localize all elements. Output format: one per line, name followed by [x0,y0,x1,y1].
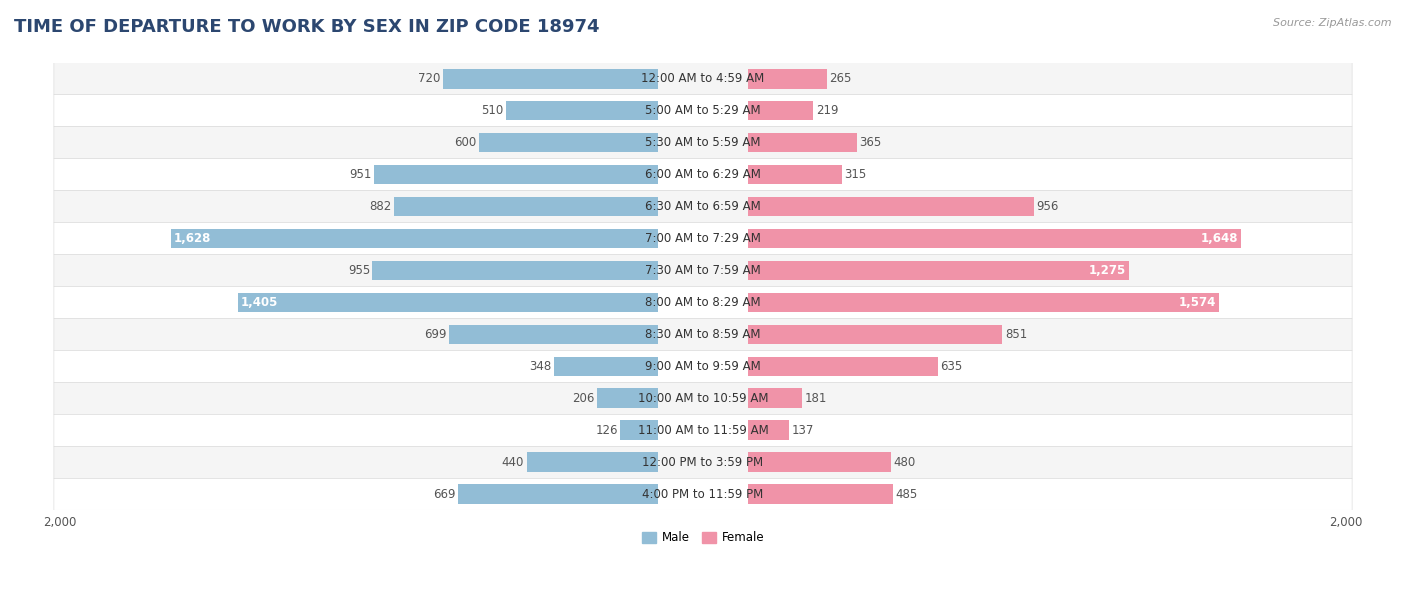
Bar [748,389,801,408]
FancyBboxPatch shape [53,62,1353,95]
Text: 699: 699 [425,328,447,341]
FancyBboxPatch shape [53,255,1353,286]
Text: 951: 951 [349,168,371,181]
Text: 510: 510 [481,104,503,117]
Bar [449,324,658,345]
Text: 8:00 AM to 8:29 AM: 8:00 AM to 8:29 AM [645,296,761,309]
FancyBboxPatch shape [53,478,1353,511]
Bar [172,228,658,248]
Text: 11:00 AM to 11:59 AM: 11:00 AM to 11:59 AM [638,424,768,437]
Bar [443,68,658,89]
FancyBboxPatch shape [53,95,1353,127]
FancyBboxPatch shape [53,190,1353,223]
Text: 6:30 AM to 6:59 AM: 6:30 AM to 6:59 AM [645,200,761,213]
Text: 12:00 AM to 4:59 AM: 12:00 AM to 4:59 AM [641,72,765,85]
Bar [458,484,658,504]
FancyBboxPatch shape [53,383,1353,414]
Bar [506,101,658,120]
Bar [748,261,1129,280]
Text: 5:00 AM to 5:29 AM: 5:00 AM to 5:29 AM [645,104,761,117]
Text: 206: 206 [572,392,595,405]
Text: 851: 851 [1005,328,1026,341]
Bar [748,133,858,152]
Text: 9:00 AM to 9:59 AM: 9:00 AM to 9:59 AM [645,360,761,373]
Text: 1,405: 1,405 [240,296,278,309]
Text: Source: ZipAtlas.com: Source: ZipAtlas.com [1274,18,1392,28]
Text: 669: 669 [433,488,456,501]
FancyBboxPatch shape [53,350,1353,383]
Bar [374,165,658,184]
Text: 12:00 PM to 3:59 PM: 12:00 PM to 3:59 PM [643,456,763,469]
Bar [554,356,658,376]
Text: 126: 126 [596,424,619,437]
Bar [748,101,814,120]
Text: 219: 219 [815,104,838,117]
Bar [748,324,1002,345]
Text: 955: 955 [347,264,370,277]
Text: 956: 956 [1036,200,1059,213]
Text: 181: 181 [804,392,827,405]
Text: 315: 315 [845,168,866,181]
Bar [748,196,1033,217]
Text: 7:30 AM to 7:59 AM: 7:30 AM to 7:59 AM [645,264,761,277]
Bar [748,484,893,504]
Bar [748,293,1219,312]
Bar [238,293,658,312]
Bar [748,68,827,89]
FancyBboxPatch shape [53,414,1353,446]
Text: 265: 265 [830,72,852,85]
Text: 485: 485 [896,488,918,501]
Bar [748,452,891,472]
Bar [373,261,658,280]
Legend: Male, Female: Male, Female [637,527,769,549]
Text: 6:00 AM to 6:29 AM: 6:00 AM to 6:29 AM [645,168,761,181]
Text: 8:30 AM to 8:59 AM: 8:30 AM to 8:59 AM [645,328,761,341]
Bar [748,356,938,376]
FancyBboxPatch shape [53,158,1353,190]
Text: 5:30 AM to 5:59 AM: 5:30 AM to 5:59 AM [645,136,761,149]
Text: 348: 348 [530,360,551,373]
Bar [748,165,842,184]
Bar [596,389,658,408]
Text: 4:00 PM to 11:59 PM: 4:00 PM to 11:59 PM [643,488,763,501]
Text: 365: 365 [859,136,882,149]
Text: 10:00 AM to 10:59 AM: 10:00 AM to 10:59 AM [638,392,768,405]
Bar [748,228,1241,248]
Text: 1,648: 1,648 [1201,232,1237,245]
Text: 882: 882 [370,200,392,213]
Bar [526,452,658,472]
Bar [748,421,789,440]
FancyBboxPatch shape [53,446,1353,478]
Bar [620,421,658,440]
FancyBboxPatch shape [53,127,1353,158]
FancyBboxPatch shape [53,318,1353,350]
Bar [394,196,658,217]
Text: 440: 440 [502,456,524,469]
Text: TIME OF DEPARTURE TO WORK BY SEX IN ZIP CODE 18974: TIME OF DEPARTURE TO WORK BY SEX IN ZIP … [14,18,599,36]
Text: 720: 720 [418,72,440,85]
Text: 1,275: 1,275 [1090,264,1126,277]
Text: 1,628: 1,628 [174,232,211,245]
Text: 480: 480 [894,456,917,469]
Text: 1,574: 1,574 [1178,296,1216,309]
Bar [478,133,658,152]
Text: 7:00 AM to 7:29 AM: 7:00 AM to 7:29 AM [645,232,761,245]
Text: 137: 137 [792,424,814,437]
Text: 600: 600 [454,136,477,149]
FancyBboxPatch shape [53,223,1353,255]
FancyBboxPatch shape [53,286,1353,318]
Text: 635: 635 [941,360,963,373]
